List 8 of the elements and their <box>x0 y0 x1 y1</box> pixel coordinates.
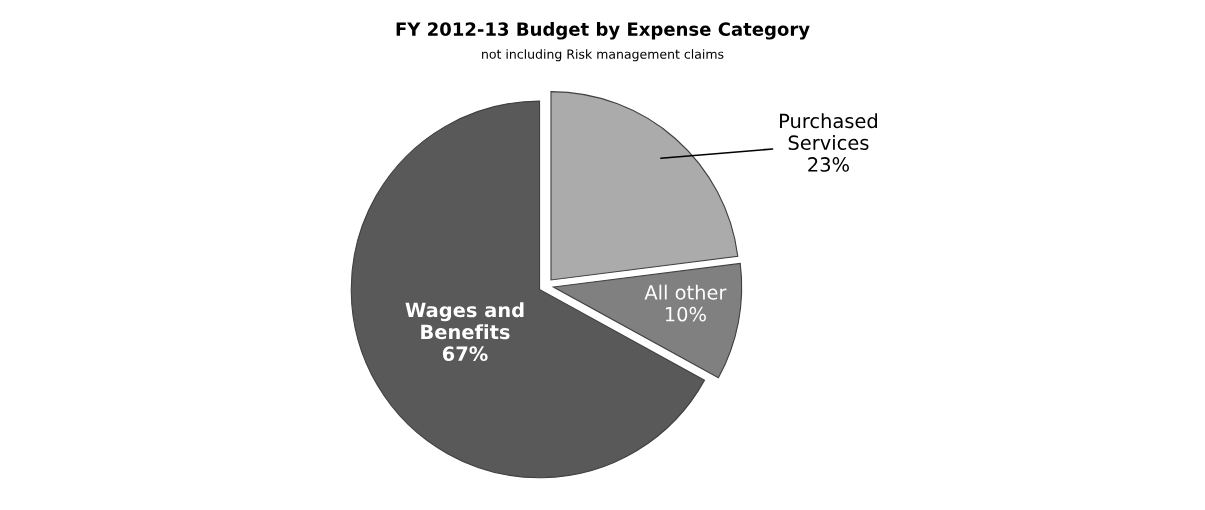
data-label: 10% <box>665 306 706 322</box>
chart-subtitle: not including Risk management claims <box>482 49 724 62</box>
chart-title: FY 2012-13 Budget by Expense Category <box>396 21 810 40</box>
slice-label: Wages and Benefits <box>405 302 524 340</box>
data-label: 67% <box>442 346 488 362</box>
slice-label: All other <box>644 284 727 300</box>
slice-label: Purchased Services <box>780 113 877 151</box>
data-label: 23% <box>808 157 849 172</box>
